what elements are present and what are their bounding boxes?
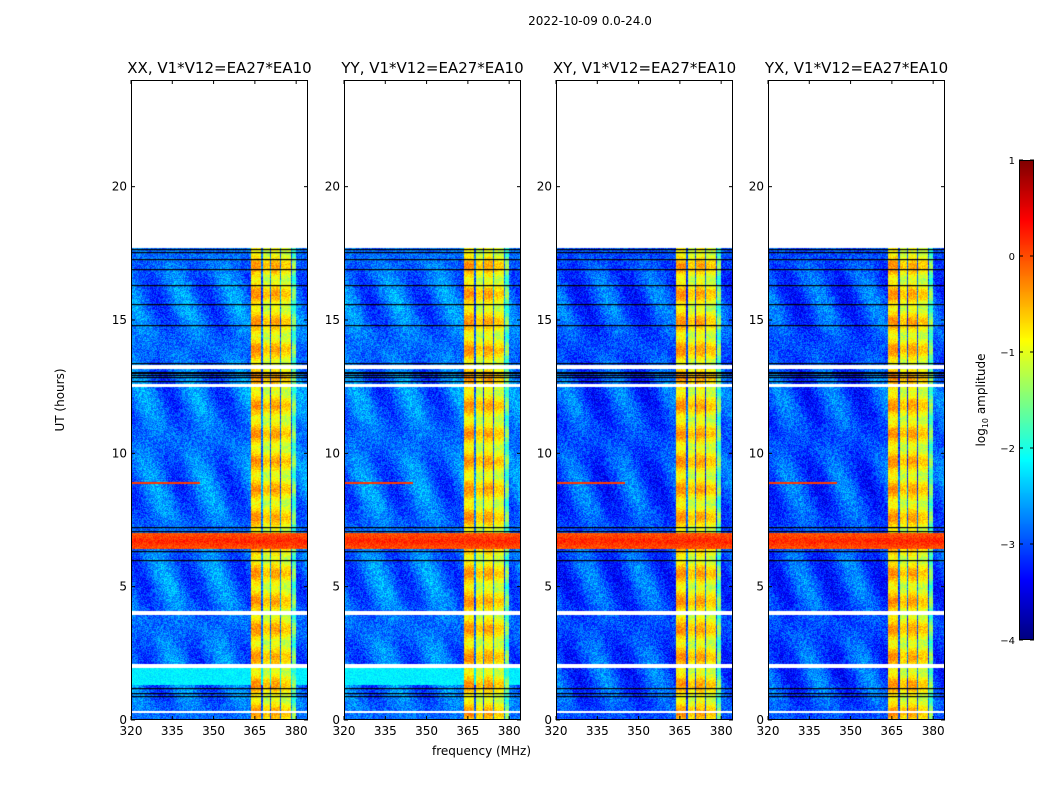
colorbar: 1 0 −1 −2 −3 −4 (1000, 156, 1034, 647)
axes-frame (556, 80, 733, 720)
x-tick-label: 380 (922, 724, 945, 738)
colorbar-tick-label: −2 (1000, 444, 1015, 455)
colorbar-tick-label: −4 (1000, 636, 1015, 647)
y-tick-label: 5 (119, 580, 127, 594)
y-tick-label: 20 (537, 180, 552, 194)
spectrogram-panel-xx: 320 335 350 365 380 0 5 10 15 20 (112, 80, 308, 738)
y-tick-label: 15 (325, 313, 340, 327)
x-tick-label: 335 (161, 724, 184, 738)
x-tick-label: 320 (120, 724, 143, 738)
x-tick-label: 380 (710, 724, 733, 738)
colorbar-tick-label: 1 (1009, 156, 1015, 167)
x-tick-label: 380 (285, 724, 308, 738)
colorbar-tick-label: −3 (1000, 540, 1015, 551)
heatmap-cells (556, 80, 733, 720)
y-axis-label: UT (hours) (53, 368, 67, 432)
x-tick-label: 335 (374, 724, 397, 738)
x-tick-label: 320 (757, 724, 780, 738)
y-tick-label: 10 (537, 446, 552, 460)
x-tick-label: 350 (202, 724, 225, 738)
x-axis-label: frequency (MHz) (432, 744, 532, 758)
y-tick-label: 5 (756, 580, 764, 594)
y-tick-label: 20 (112, 180, 127, 194)
x-tick-label: 335 (586, 724, 609, 738)
heatmap-cells (344, 80, 521, 720)
x-tick-label: 350 (415, 724, 438, 738)
y-tick-label: 20 (325, 180, 340, 194)
figure-suptitle: 2022-10-09 0.0-24.0 (528, 14, 652, 28)
x-tick-label: 320 (545, 724, 568, 738)
y-tick-label: 10 (325, 446, 340, 460)
axes-frame (344, 80, 521, 720)
colorbar-frame (1019, 160, 1034, 640)
y-tick-label: 5 (332, 580, 340, 594)
heatmap-cells (131, 80, 308, 720)
y-tick-label: 20 (749, 180, 764, 194)
y-tick-label: 0 (544, 713, 552, 727)
x-tick-label: 365 (880, 724, 903, 738)
y-tick-label: 15 (749, 313, 764, 327)
panel-title-xx: XX, V1*V12=EA27*EA10 (127, 59, 312, 77)
axes-frame (768, 80, 945, 720)
panel-title-yy: YY, V1*V12=EA27*EA10 (341, 59, 524, 77)
x-tick-label: 350 (839, 724, 862, 738)
y-tick-label: 10 (112, 446, 127, 460)
x-tick-label: 365 (243, 724, 266, 738)
heatmap-cells (768, 80, 945, 720)
y-tick-label: 0 (119, 713, 127, 727)
spectrogram-panel-xy: 320 335 350 365 380 0 5 10 15 20 (537, 80, 733, 738)
x-tick-label: 380 (498, 724, 521, 738)
x-tick-label: 350 (627, 724, 650, 738)
spectrogram-panel-yy: 320 335 350 365 380 0 5 10 15 20 (325, 80, 521, 738)
y-tick-label: 0 (332, 713, 340, 727)
x-tick-label: 365 (456, 724, 479, 738)
y-tick-label: 15 (537, 313, 552, 327)
y-tick-label: 15 (112, 313, 127, 327)
spectrogram-panel-yx: 320 335 350 365 380 0 5 10 15 20 (749, 80, 945, 738)
x-tick-label: 365 (668, 724, 691, 738)
panel-title-xy: XY, V1*V12=EA27*EA10 (552, 59, 737, 77)
colorbar-label: log10 amplitude (973, 353, 991, 447)
y-tick-label: 5 (544, 580, 552, 594)
y-tick-label: 0 (756, 713, 764, 727)
colorbar-gradient (1019, 160, 1034, 640)
x-tick-label: 335 (798, 724, 821, 738)
x-tick-label: 320 (333, 724, 356, 738)
y-tick-label: 10 (749, 446, 764, 460)
axes-frame (131, 80, 308, 720)
panel-title-yx: YX, V1*V12=EA27*EA10 (764, 59, 949, 77)
colorbar-tick-label: 0 (1009, 252, 1015, 263)
colorbar-tick-label: −1 (1000, 348, 1015, 359)
